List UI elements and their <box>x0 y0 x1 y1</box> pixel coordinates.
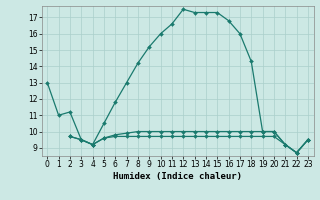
X-axis label: Humidex (Indice chaleur): Humidex (Indice chaleur) <box>113 172 242 181</box>
